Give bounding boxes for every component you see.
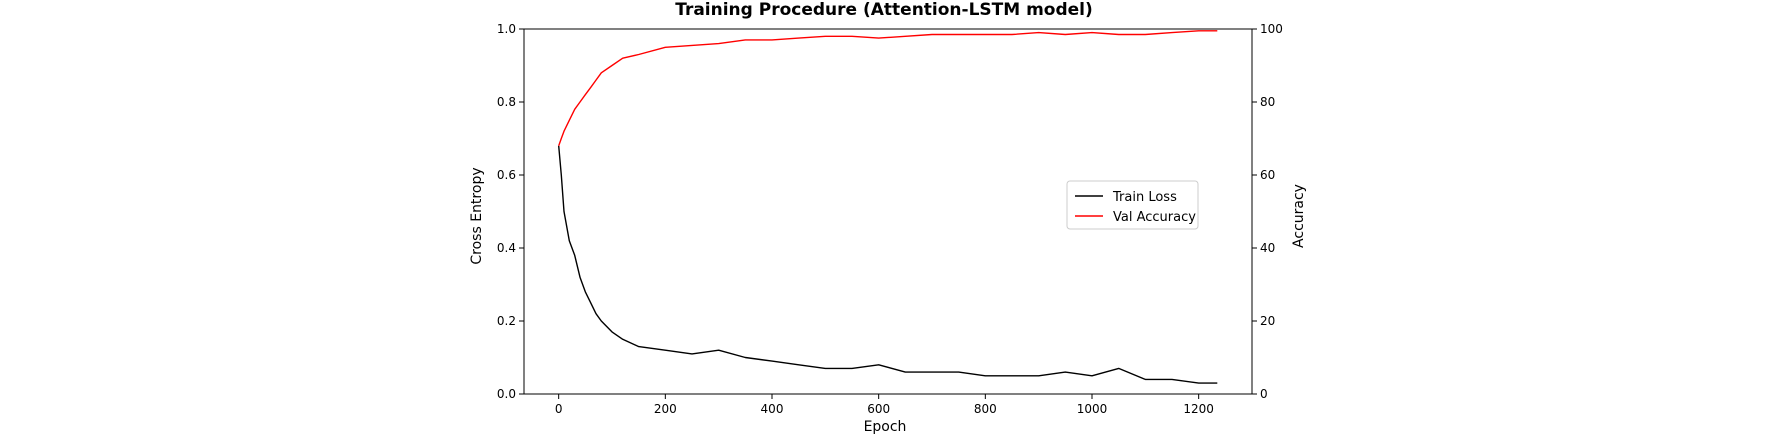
series-line-val-accuracy <box>558 30 1218 147</box>
y-right-tick-label: 60 <box>1260 168 1275 182</box>
x-tick-label: 400 <box>761 402 784 416</box>
x-tick-label: 800 <box>974 402 997 416</box>
y-axis-right-label: Accuracy <box>1291 184 1307 248</box>
x-tick-label: 600 <box>867 402 890 416</box>
y-left-tick-label: 0.4 <box>497 241 516 255</box>
plot-frame <box>523 28 1253 395</box>
legend-label: Train Loss <box>1112 190 1177 205</box>
y-left-tick-label: 0.0 <box>497 387 516 401</box>
legend-label: Val Accuracy <box>1113 210 1196 225</box>
plot-area: 0 200 400 600 800 1000 1200 0.0 0.2 0.4 0.6 0.8 1.0 0… <box>497 22 1283 416</box>
y-axis-left-label: Cross Entropy <box>469 167 485 264</box>
x-tick-label: 1000 <box>1077 402 1108 416</box>
y-right-tick-label: 20 <box>1260 314 1275 328</box>
y-right-tick-label: 100 <box>1260 22 1283 36</box>
y-left-tick-label: 1.0 <box>497 22 516 36</box>
x-axis-label: Epoch <box>864 419 907 435</box>
x-tick-label: 1200 <box>1183 402 1214 416</box>
y-left-tick-label: 0.8 <box>497 95 516 109</box>
legend-box <box>1066 180 1199 230</box>
y-right-tick-label: 0 <box>1260 387 1268 401</box>
series-line-train-loss <box>558 145 1218 384</box>
y-left-tick-label: 0.6 <box>497 168 516 182</box>
x-tick-label: 200 <box>654 402 677 416</box>
y-left-tick-label: 0.2 <box>497 314 516 328</box>
legend: Train Loss Val Accuracy <box>1066 180 1199 230</box>
y-right-tick-label: 40 <box>1260 241 1275 255</box>
chart-title: Training Procedure (Attention-LSTM model… <box>675 0 1093 20</box>
y-right-tick-label: 80 <box>1260 95 1275 109</box>
x-tick-label: 0 <box>555 402 563 416</box>
